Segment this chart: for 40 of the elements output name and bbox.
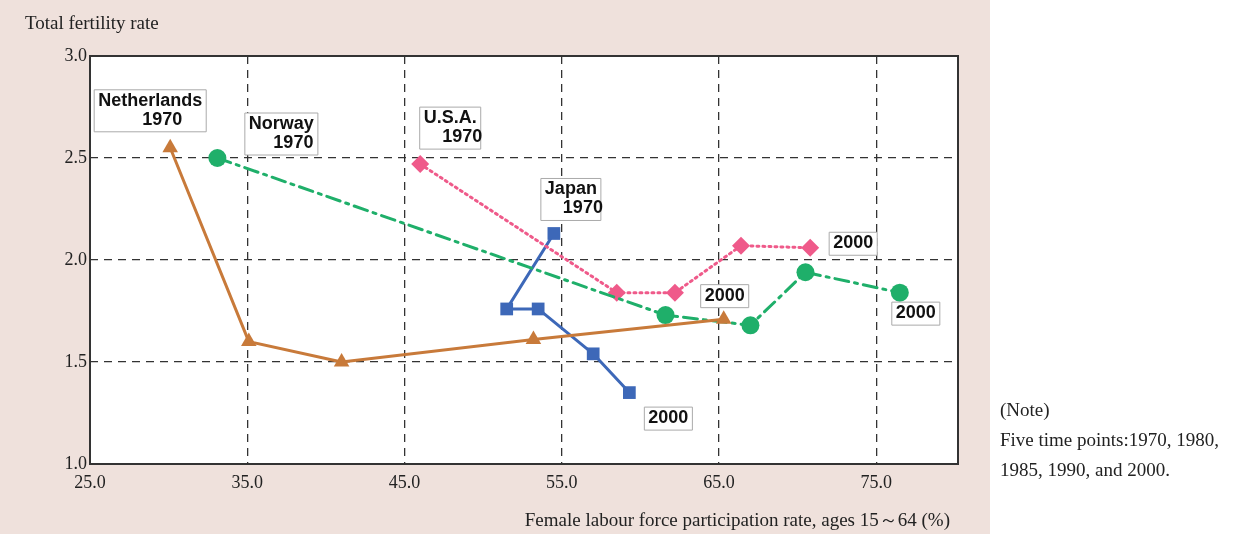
point xyxy=(500,302,514,316)
point xyxy=(208,149,227,167)
annotation: 2000 xyxy=(895,302,936,323)
point xyxy=(796,263,815,282)
point xyxy=(665,283,684,302)
point xyxy=(741,316,760,335)
point xyxy=(547,227,561,240)
point xyxy=(656,306,675,325)
x-tick-label: 65.0 xyxy=(703,471,735,492)
point xyxy=(732,236,750,255)
point xyxy=(890,283,909,302)
y-tick-label: 3.0 xyxy=(64,44,87,65)
annotation: 2000 xyxy=(833,232,874,253)
point xyxy=(525,330,542,345)
point xyxy=(622,386,636,399)
point xyxy=(333,353,350,367)
annotation: Norway 1970 xyxy=(248,112,314,152)
point xyxy=(586,347,600,361)
annotation: Japan 1970 xyxy=(544,178,603,218)
y-axis-title: Total fertility rate xyxy=(25,12,159,34)
point xyxy=(241,332,257,347)
x-tick-label: 55.0 xyxy=(545,471,578,492)
point xyxy=(531,302,545,316)
y-tick-label: 2.5 xyxy=(64,146,87,167)
annotation: Netherlands 1970 xyxy=(98,89,203,129)
point xyxy=(411,155,430,174)
x-axis-title: Female labour force participation rate, ages 15～64 (%) xyxy=(524,508,950,532)
x-tick-label: 25.0 xyxy=(74,471,106,492)
x-tick-label: 75.0 xyxy=(860,471,892,492)
x-tick-label: 45.0 xyxy=(388,471,421,492)
annotation: 2000 xyxy=(648,407,689,428)
point xyxy=(715,310,732,324)
y-tick-label: 1.0 xyxy=(64,452,87,473)
y-tick-label: 2.0 xyxy=(64,248,87,269)
text: (Note) Five time points:1970, 1980, 1985, 1990, and 2000. xyxy=(1000,398,1221,482)
x-tick-label: 35.0 xyxy=(231,471,263,492)
y-tick-label: 1.5 xyxy=(64,350,87,371)
point xyxy=(801,238,820,257)
annotation: 2000 xyxy=(704,284,745,305)
annotation: U.S.A. 1970 xyxy=(423,107,483,147)
